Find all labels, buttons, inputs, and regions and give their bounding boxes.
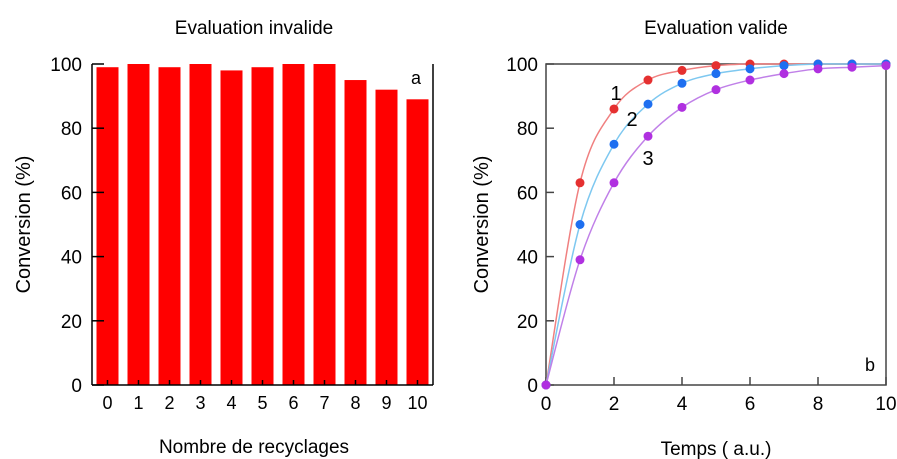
chart-title: Evaluation valide	[644, 18, 788, 39]
bar	[375, 89, 398, 386]
series-line	[545, 63, 886, 386]
line-chart: Evaluation valide Temps ( a.u.) Conversion…	[471, 18, 897, 459]
bar	[344, 80, 367, 386]
y-tick-label: 20	[61, 312, 82, 333]
y-tick-label: 80	[517, 119, 538, 140]
data-point	[575, 220, 585, 229]
y-tick-label: 100	[506, 55, 538, 76]
x-tick-label: 8	[813, 394, 824, 415]
data-point	[745, 75, 755, 85]
y-axis-label: Conversion (%)	[471, 156, 493, 294]
data-point	[881, 61, 891, 71]
y-tick-label: 80	[61, 119, 82, 140]
y-tick-label: 20	[517, 312, 538, 333]
y-tick-label: 0	[527, 376, 538, 397]
line-chart-panel: Evaluation valide Temps ( a.u.) Conversion…	[448, 0, 897, 459]
data-point	[847, 62, 857, 72]
x-tick-label: 3	[195, 393, 205, 413]
bar	[406, 99, 429, 385]
bar	[96, 67, 119, 386]
x-tick-label: 4	[677, 394, 688, 415]
panel-label: b	[865, 355, 875, 375]
x-tick-label: 6	[745, 394, 756, 415]
series-label: 3	[642, 148, 653, 170]
y-tick-label: 60	[517, 183, 538, 204]
x-tick-label: 0	[541, 394, 552, 415]
data-point	[609, 104, 619, 114]
data-point	[643, 99, 653, 109]
x-tick-label: 7	[319, 393, 329, 413]
data-point	[575, 178, 585, 188]
data-point	[643, 131, 653, 141]
x-tick-label: 2	[164, 393, 174, 413]
data-point	[711, 69, 721, 79]
bar	[251, 67, 274, 386]
x-tick-label: 8	[350, 393, 360, 413]
bar	[127, 64, 150, 385]
series-line	[545, 64, 887, 386]
chart-title: Evaluation invalide	[175, 18, 333, 39]
bar	[282, 64, 305, 385]
data-point	[677, 102, 687, 112]
data-point	[711, 61, 721, 71]
bar-chart: Evaluation invalide Nombre de recyclages C…	[13, 18, 434, 458]
x-tick-label: 0	[102, 393, 112, 413]
data-point	[677, 65, 687, 75]
y-axis-label: Conversion (%)	[13, 156, 35, 294]
x-tick-label: 5	[257, 393, 267, 413]
x-tick-label: 4	[226, 393, 236, 413]
bar	[220, 70, 243, 386]
data-point	[643, 75, 653, 85]
bar	[313, 64, 336, 385]
x-tick-label: 6	[288, 393, 298, 413]
x-tick-label: 2	[609, 394, 620, 415]
bar	[189, 64, 212, 385]
data-point	[745, 64, 755, 74]
y-tick-label: 40	[517, 248, 538, 269]
data-point	[541, 380, 551, 390]
plot-frame	[545, 63, 887, 386]
data-point	[609, 139, 619, 149]
y-tick-label: 40	[61, 248, 82, 269]
x-tick-label: 10	[407, 393, 427, 413]
data-point	[575, 255, 585, 265]
series-line	[545, 63, 886, 386]
panel-label: a	[411, 68, 422, 88]
data-point	[779, 69, 789, 79]
x-axis-label: Temps ( a.u.)	[661, 439, 772, 459]
x-tick-label: 1	[133, 393, 143, 413]
y-tick-label: 0	[71, 376, 82, 397]
series-label: 1	[610, 83, 621, 105]
x-tick-label: 9	[381, 393, 391, 413]
data-point	[813, 64, 823, 74]
x-axis-label: Nombre de recyclages	[159, 437, 349, 458]
x-tick-label: 10	[875, 394, 896, 415]
data-point	[779, 61, 789, 71]
y-tick-label: 60	[61, 183, 82, 204]
bar	[158, 67, 181, 386]
data-point	[609, 178, 619, 188]
data-point	[677, 78, 687, 88]
y-tick-label: 100	[50, 55, 82, 76]
series-label: 2	[626, 109, 637, 131]
bar-chart-panel: Evaluation invalide Nombre de recyclages C…	[0, 0, 448, 459]
data-point	[711, 85, 721, 95]
